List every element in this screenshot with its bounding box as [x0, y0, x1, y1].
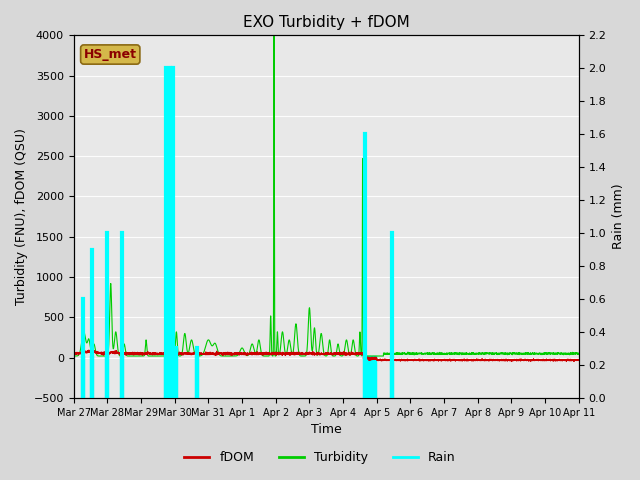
Title: EXO Turbidity + fDOM: EXO Turbidity + fDOM — [243, 15, 410, 30]
Text: HS_met: HS_met — [84, 48, 137, 61]
Legend: fDOM, Turbidity, Rain: fDOM, Turbidity, Rain — [179, 446, 461, 469]
Y-axis label: Rain (mm): Rain (mm) — [612, 184, 625, 250]
X-axis label: Time: Time — [311, 423, 342, 436]
Y-axis label: Turbidity (FNU), fDOM (QSU): Turbidity (FNU), fDOM (QSU) — [15, 128, 28, 305]
